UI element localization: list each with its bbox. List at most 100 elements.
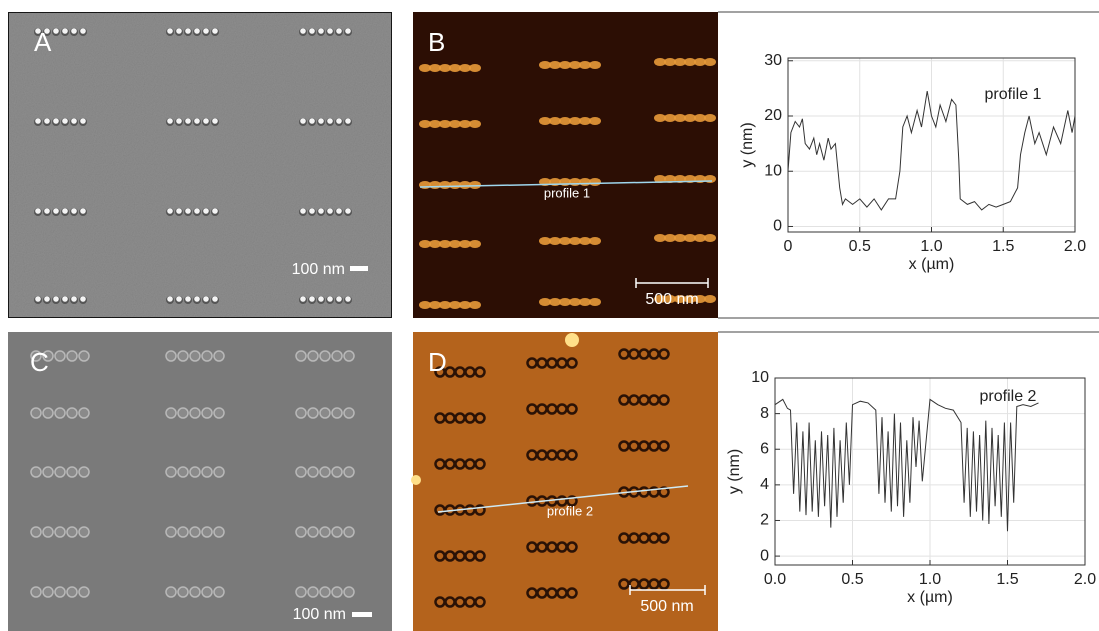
nanodot bbox=[704, 114, 716, 122]
nanodot bbox=[44, 296, 50, 302]
y-tick-label: 2 bbox=[760, 512, 769, 529]
nanodot bbox=[30, 586, 42, 598]
nanodot bbox=[189, 350, 201, 362]
nanoring bbox=[474, 366, 486, 378]
nanodot bbox=[62, 28, 68, 34]
nanoring bbox=[658, 440, 670, 452]
nanodot bbox=[569, 117, 581, 125]
nanoring bbox=[658, 532, 670, 544]
nanodot bbox=[30, 350, 42, 362]
nanodot bbox=[201, 350, 213, 362]
nanodot bbox=[167, 28, 173, 34]
nanodot bbox=[345, 296, 351, 302]
nanodot bbox=[419, 240, 431, 248]
x-tick-label: 0.5 bbox=[841, 571, 863, 588]
nanodot bbox=[42, 586, 54, 598]
nanodot bbox=[664, 295, 676, 303]
nanodot bbox=[176, 118, 182, 124]
nanodot bbox=[343, 466, 355, 478]
nanodot bbox=[674, 58, 686, 66]
nanodot bbox=[419, 301, 431, 309]
nanodot bbox=[176, 296, 182, 302]
sem-image-c bbox=[8, 332, 392, 631]
particle bbox=[565, 333, 579, 347]
nanoring bbox=[566, 357, 578, 369]
nanodot bbox=[318, 296, 324, 302]
y-tick-label: 0 bbox=[773, 218, 782, 235]
nanodot bbox=[579, 117, 591, 125]
nanodot bbox=[684, 295, 696, 303]
nanodot bbox=[331, 407, 343, 419]
scale-bar bbox=[629, 278, 709, 595]
nanoring bbox=[566, 587, 578, 599]
nanodot bbox=[539, 61, 551, 69]
nanodot bbox=[189, 466, 201, 478]
y-axis-label: y (nm) bbox=[739, 122, 756, 167]
nanodot bbox=[319, 526, 331, 538]
scale-label: 100 nm bbox=[293, 606, 346, 623]
nanodot bbox=[295, 526, 307, 538]
nanodot bbox=[53, 28, 59, 34]
nanodot bbox=[213, 350, 225, 362]
nanodot bbox=[62, 118, 68, 124]
nanodot bbox=[654, 114, 666, 122]
nanodot bbox=[213, 466, 225, 478]
nanodot bbox=[331, 586, 343, 598]
profile-line bbox=[419, 180, 713, 188]
nanodot bbox=[439, 240, 451, 248]
nanodot bbox=[654, 58, 666, 66]
nanodot bbox=[459, 301, 471, 309]
nanoring bbox=[658, 578, 670, 590]
nanodot bbox=[80, 118, 86, 124]
nanodot bbox=[201, 586, 213, 598]
nanodot bbox=[212, 208, 218, 214]
nanodot bbox=[469, 301, 481, 309]
nanoring bbox=[566, 449, 578, 461]
nanodot bbox=[318, 118, 324, 124]
nanodot bbox=[343, 407, 355, 419]
nanodot bbox=[589, 61, 601, 69]
nanodot bbox=[579, 298, 591, 306]
nanoring bbox=[566, 403, 578, 415]
profile-curve bbox=[774, 398, 1039, 532]
nanodot bbox=[654, 234, 666, 242]
nanodot bbox=[419, 120, 431, 128]
nanodot bbox=[54, 466, 66, 478]
nanodot bbox=[189, 526, 201, 538]
nanodot bbox=[203, 118, 209, 124]
nanodot bbox=[459, 64, 471, 72]
nanodot bbox=[559, 298, 571, 306]
nanodot bbox=[569, 237, 581, 245]
nanodot bbox=[35, 118, 41, 124]
plot-frame bbox=[787, 57, 1076, 233]
nanodot bbox=[176, 208, 182, 214]
nanodot bbox=[307, 466, 319, 478]
scale-bar bbox=[352, 612, 372, 617]
x-axis-label: x (µm) bbox=[909, 256, 955, 273]
nanodot bbox=[429, 64, 441, 72]
nanodot bbox=[439, 301, 451, 309]
nanodot bbox=[307, 407, 319, 419]
nanodot bbox=[80, 28, 86, 34]
nanodot bbox=[212, 296, 218, 302]
x-axis-label: x (µm) bbox=[907, 589, 953, 606]
nanodot bbox=[66, 526, 78, 538]
nanoring bbox=[658, 486, 670, 498]
panel-label: D bbox=[428, 347, 447, 377]
nanodot bbox=[469, 240, 481, 248]
nanodot bbox=[71, 296, 77, 302]
y-tick-label: 0 bbox=[760, 547, 769, 564]
nanodot bbox=[35, 28, 41, 34]
nanodot bbox=[78, 350, 90, 362]
nanodot bbox=[71, 208, 77, 214]
nanodot bbox=[319, 586, 331, 598]
nanodot bbox=[549, 237, 561, 245]
nanodot bbox=[177, 526, 189, 538]
nanodot bbox=[459, 181, 471, 189]
nanodot bbox=[167, 118, 173, 124]
nanodot bbox=[44, 208, 50, 214]
nanodot bbox=[177, 350, 189, 362]
nanodot bbox=[62, 208, 68, 214]
nanodot bbox=[449, 240, 461, 248]
